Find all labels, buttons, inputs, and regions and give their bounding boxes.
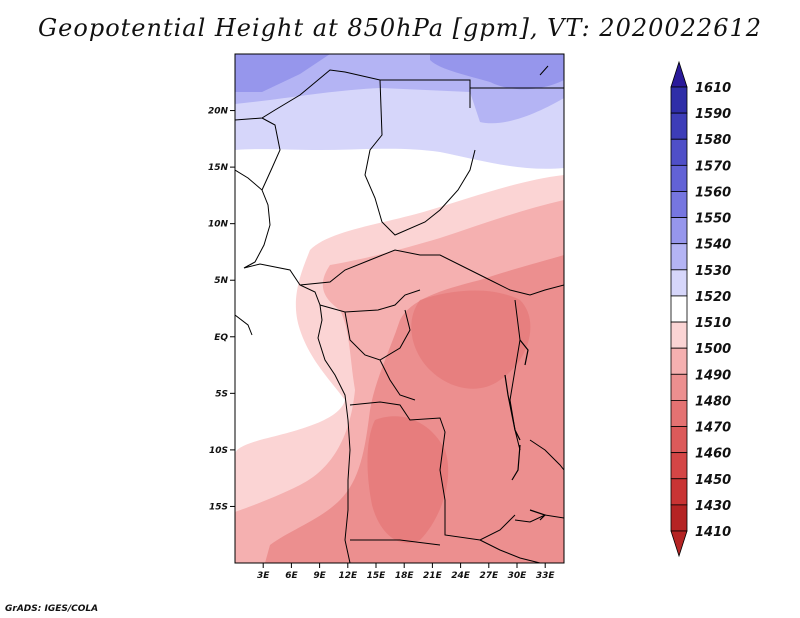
colorbar-segment <box>670 112 688 140</box>
lon-label: 9E <box>313 571 326 581</box>
lat-label: 15S <box>209 502 228 512</box>
lat-label: 15N <box>208 163 229 173</box>
colorbar-segment <box>670 504 688 532</box>
colorbar-label: 1570 <box>695 159 731 174</box>
lon-label: 24E <box>451 571 471 581</box>
colorbar-segment <box>670 243 688 271</box>
colorbar-label: 1480 <box>695 394 731 409</box>
chart-title: Geopotential Height at 850hPa [gpm], VT:… <box>38 14 762 42</box>
colorbar-label: 1550 <box>695 212 731 227</box>
colorbar-label: 1610 <box>695 81 731 96</box>
colorbar-segment <box>670 452 688 480</box>
latitude-axis: 20N 15N 10N 5N EQ 5S 10S 15S <box>208 107 235 512</box>
contour-band-1470b <box>367 416 449 544</box>
colorbar-segment <box>670 295 688 323</box>
lat-label: 10N <box>208 220 229 230</box>
colorbar-label: 1470 <box>695 421 731 436</box>
lat-label: 5N <box>214 276 228 286</box>
colorbar-segment <box>670 373 688 401</box>
lon-label: 33E <box>536 571 556 581</box>
lon-label: 12E <box>338 571 358 581</box>
lat-label: EQ <box>214 333 228 343</box>
colorbar-bottom-arrow <box>670 530 688 558</box>
colorbar-segment <box>670 478 688 506</box>
colorbar-label: 1490 <box>695 368 731 383</box>
longitude-axis: 3E 6E 9E 12E 15E 18E 21E 24E 27E 30E 33E <box>257 563 555 581</box>
colorbar-segment <box>670 86 688 114</box>
contour-band-1540b <box>430 54 564 90</box>
colorbar-label: 1540 <box>695 238 731 253</box>
lon-label: 15E <box>367 571 387 581</box>
lat-label: 20N <box>208 107 229 117</box>
colorbar-label: 1430 <box>695 499 731 514</box>
colorbar-label: 1510 <box>695 316 731 331</box>
lon-label: 27E <box>479 571 499 581</box>
colorbar-label: 1590 <box>695 107 731 122</box>
colorbar-segment <box>670 217 688 245</box>
colorbar-segment <box>670 400 688 427</box>
lat-label: 5S <box>215 389 228 399</box>
colorbar-top-arrow <box>670 60 688 88</box>
colorbar-label: 1460 <box>695 447 731 462</box>
map-frame <box>234 53 565 564</box>
contour-band-1540 <box>235 54 330 92</box>
colorbar-segment <box>670 321 688 349</box>
grads-credit: GrADS: IGES/COLA <box>5 604 99 614</box>
lon-label: 6E <box>285 571 298 581</box>
map-panel <box>235 54 564 563</box>
lakes <box>504 339 547 521</box>
lon-label: 21E <box>423 571 443 581</box>
colorbar: 1610 1590 1580 1570 1560 1550 1540 1530 1520 1510… <box>670 60 731 558</box>
lat-label: 10S <box>209 446 228 456</box>
colorbar-segment <box>670 164 688 192</box>
colorbar-label: 1410 <box>695 525 731 540</box>
colorbar-label: 1450 <box>695 473 731 488</box>
lon-label: 3E <box>257 571 270 581</box>
colorbar-segment <box>670 191 688 218</box>
colorbar-label: 1560 <box>695 185 731 200</box>
colorbar-label: 1500 <box>695 342 731 357</box>
colorbar-segment <box>670 138 688 166</box>
colorbar-label: 1520 <box>695 290 731 305</box>
contour-band-1470 <box>411 290 531 389</box>
colorbar-segment <box>670 426 688 454</box>
colorbar-label: 1580 <box>695 133 731 148</box>
lon-label: 30E <box>508 571 528 581</box>
colorbar-segment <box>670 269 688 297</box>
country-borders <box>235 65 564 563</box>
colorbar-segment <box>670 347 688 375</box>
colorbar-label: 1530 <box>695 264 731 279</box>
lon-label: 18E <box>395 571 415 581</box>
